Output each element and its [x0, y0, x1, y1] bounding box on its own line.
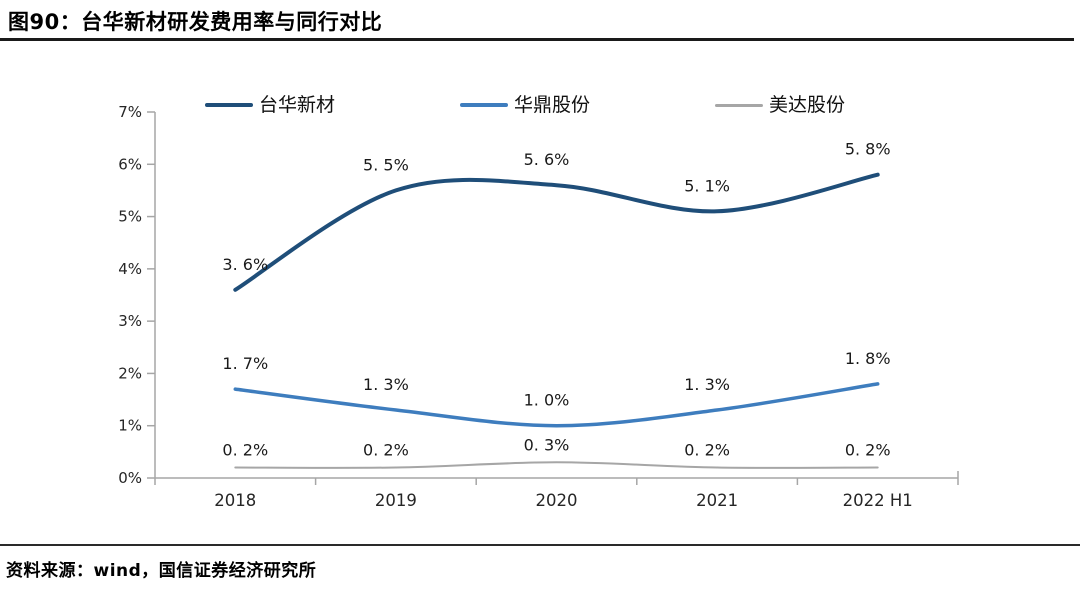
data-label: 5. 1% — [684, 176, 730, 195]
legend-item-meida: 美达股份 — [715, 94, 845, 116]
data-label: 1. 8% — [845, 349, 891, 368]
data-label: 1. 0% — [524, 391, 570, 410]
y-axis-tick-label: 3% — [118, 312, 142, 330]
x-axis-tick-label: 2018 — [214, 491, 256, 510]
data-label: 1. 3% — [684, 375, 730, 394]
legend-label-taihua: 台华新材 — [259, 94, 336, 116]
y-axis-tick-label: 0% — [118, 469, 142, 487]
series-line-1 — [233, 382, 880, 428]
series-line-0 — [233, 172, 880, 292]
data-label: 5. 5% — [363, 155, 409, 174]
data-label: 5. 6% — [524, 150, 570, 169]
x-axis-tick-label: 2019 — [375, 491, 417, 510]
legend-label-huading: 华鼎股份 — [514, 94, 591, 116]
legend-item-huading: 华鼎股份 — [460, 94, 590, 116]
y-axis-tick-label: 4% — [118, 260, 142, 278]
legend-swatch-meida — [715, 103, 763, 107]
data-label: 1. 3% — [363, 375, 409, 394]
y-axis-tick-label: 7% — [118, 103, 142, 121]
y-axis-tick-label: 6% — [118, 155, 142, 173]
data-label: 0. 3% — [524, 435, 570, 454]
y-axis-tick-label: 2% — [118, 364, 142, 382]
y-axis-tick-label: 5% — [118, 208, 142, 226]
title-divider — [0, 38, 1074, 41]
data-label: 0. 2% — [222, 441, 268, 460]
legend-swatch-taihua — [205, 103, 253, 107]
x-axis-tick-label: 2022 H1 — [843, 491, 913, 510]
footer-divider — [0, 544, 1080, 546]
data-label: 0. 2% — [845, 441, 891, 460]
legend-swatch-huading — [460, 103, 508, 107]
figure-title: 图90：台华新材研发费用率与同行对比 — [8, 10, 383, 34]
x-axis-tick-label: 2020 — [536, 491, 578, 510]
source-note: 资料来源：wind，国信证券经济研究所 — [6, 561, 317, 581]
legend-item-taihua: 台华新材 — [205, 94, 335, 116]
data-label: 3. 6% — [222, 255, 268, 274]
y-axis-tick-label: 1% — [118, 417, 142, 435]
x-axis-tick-label: 2021 — [696, 491, 738, 510]
legend-label-meida: 美达股份 — [769, 94, 846, 116]
data-label: 1. 7% — [222, 354, 268, 373]
series-line-2 — [234, 461, 879, 469]
data-label: 0. 2% — [363, 441, 409, 460]
data-label: 0. 2% — [684, 441, 730, 460]
data-label: 5. 8% — [845, 140, 891, 159]
